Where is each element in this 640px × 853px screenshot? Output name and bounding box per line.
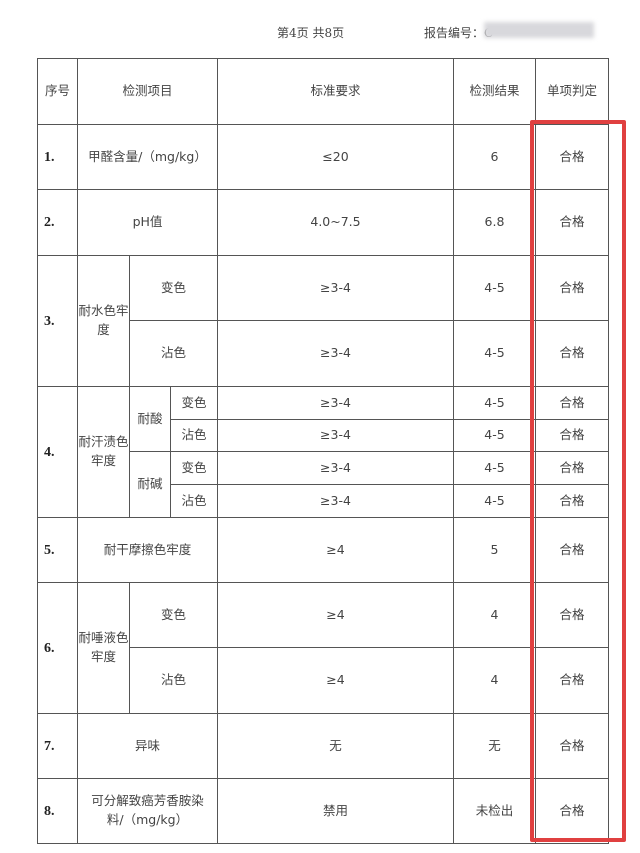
result: 4-5 [453, 255, 536, 321]
standard: ≥4 [217, 582, 454, 648]
result: 4-5 [453, 386, 536, 420]
judgement: 合格 [535, 320, 609, 387]
result: 4-5 [453, 320, 536, 387]
result: 6.8 [453, 189, 536, 256]
seq: 1. [37, 124, 78, 190]
item: 异味 [77, 713, 218, 779]
judgement: 合格 [535, 647, 609, 714]
item: 甲醛含量/（mg/kg） [77, 124, 218, 190]
standard: ≥3-4 [217, 320, 454, 387]
report-number-label: 报告编号：C [424, 26, 494, 40]
table-row: 1. 甲醛含量/（mg/kg） ≤20 6 合格 [37, 124, 609, 190]
sub-item: 变色 [129, 255, 218, 321]
sub-item: 沾色 [170, 484, 218, 518]
result: 无 [453, 713, 536, 779]
table-row: 沾色 ≥4 4 合格 [38, 647, 609, 714]
result: 4 [453, 582, 536, 648]
standard: ≥4 [217, 647, 454, 714]
standard: ≤20 [217, 124, 454, 190]
item: 耐干摩擦色牢度 [77, 517, 218, 583]
result: 4 [453, 647, 536, 714]
highlight-box [530, 120, 626, 842]
sub-item: 变色 [129, 582, 218, 648]
result: 4-5 [453, 419, 536, 452]
sub-item: 沾色 [129, 320, 218, 387]
judgement: 合格 [535, 189, 609, 256]
table-row: 5. 耐干摩擦色牢度 ≥4 5 合格 [37, 517, 609, 583]
table-row: 耐碱 变色 ≥3-4 4-5 合格 [38, 451, 609, 518]
standard: 无 [217, 713, 454, 779]
result: 未检出 [453, 778, 536, 844]
table-row: 3. 耐水色牢度 变色 ≥3-4 4-5 合格 [37, 255, 609, 387]
col-judgement: 单项判定 [535, 58, 609, 125]
standard: ≥3-4 [217, 451, 454, 485]
col-seq: 序号 [37, 58, 78, 125]
result: 4-5 [453, 484, 536, 518]
judgement: 合格 [535, 778, 609, 844]
table-row: 4. 耐汗渍色牢度 耐酸 变色 ≥3-4 4-5 合格 [37, 386, 609, 518]
table-row: 8. 可分解致癌芳香胺染料/（mg/kg） 禁用 未检出 合格 [37, 778, 609, 844]
judgement: 合格 [535, 124, 609, 190]
table-row: 6. 耐唾液色牢度 变色 ≥4 4 合格 [37, 582, 609, 714]
seq: 3. [37, 255, 78, 387]
standard: ≥3-4 [217, 255, 454, 321]
standard: ≥3-4 [217, 484, 454, 518]
standard: ≥3-4 [217, 386, 454, 420]
standard: ≥4 [217, 517, 454, 583]
item: 耐水色牢度 [77, 255, 130, 387]
sub-item: 沾色 [129, 647, 218, 714]
test-results-table: 序号 检测项目 标准要求 检测结果 单项判定 1. 甲醛含量/（mg/kg） ≤… [37, 58, 609, 844]
sub-item: 沾色 [170, 419, 218, 452]
table-row: 沾色 ≥3-4 4-5 合格 [38, 419, 609, 452]
result: 5 [453, 517, 536, 583]
standard: 4.0~7.5 [217, 189, 454, 256]
header-row: 序号 检测项目 标准要求 检测结果 单项判定 [37, 58, 609, 125]
table-row: 沾色 ≥3-4 4-5 合格 [38, 484, 609, 518]
page-number: 第4页 共8页 [277, 26, 345, 40]
judgement: 合格 [535, 451, 609, 485]
acid-group: 耐酸 [129, 386, 171, 452]
seq: 6. [37, 582, 78, 714]
col-result: 检测结果 [453, 58, 536, 125]
item: 可分解致癌芳香胺染料/（mg/kg） [77, 778, 218, 844]
seq: 4. [37, 386, 78, 518]
item: 耐唾液色牢度 [77, 582, 130, 714]
judgement: 合格 [535, 386, 609, 420]
table-row: 沾色 ≥3-4 4-5 合格 [38, 320, 609, 387]
seq: 7. [37, 713, 78, 779]
judgement: 合格 [535, 255, 609, 321]
col-standard: 标准要求 [217, 58, 454, 125]
sub-item: 变色 [170, 386, 218, 420]
judgement: 合格 [535, 419, 609, 452]
standard: 禁用 [217, 778, 454, 844]
result: 6 [453, 124, 536, 190]
table-row: 2. pH值 4.0~7.5 6.8 合格 [37, 189, 609, 256]
alkali-group: 耐碱 [129, 451, 171, 518]
item: 耐汗渍色牢度 [77, 386, 130, 518]
sub-item: 变色 [170, 451, 218, 485]
judgement: 合格 [535, 484, 609, 518]
table-row: 7. 异味 无 无 合格 [37, 713, 609, 779]
seq: 2. [37, 189, 78, 256]
seq: 8. [37, 778, 78, 844]
seq: 5. [37, 517, 78, 583]
col-item: 检测项目 [77, 58, 218, 125]
redacted-report-number [484, 22, 594, 38]
standard: ≥3-4 [217, 419, 454, 452]
item: pH值 [77, 189, 218, 256]
result: 4-5 [453, 451, 536, 485]
